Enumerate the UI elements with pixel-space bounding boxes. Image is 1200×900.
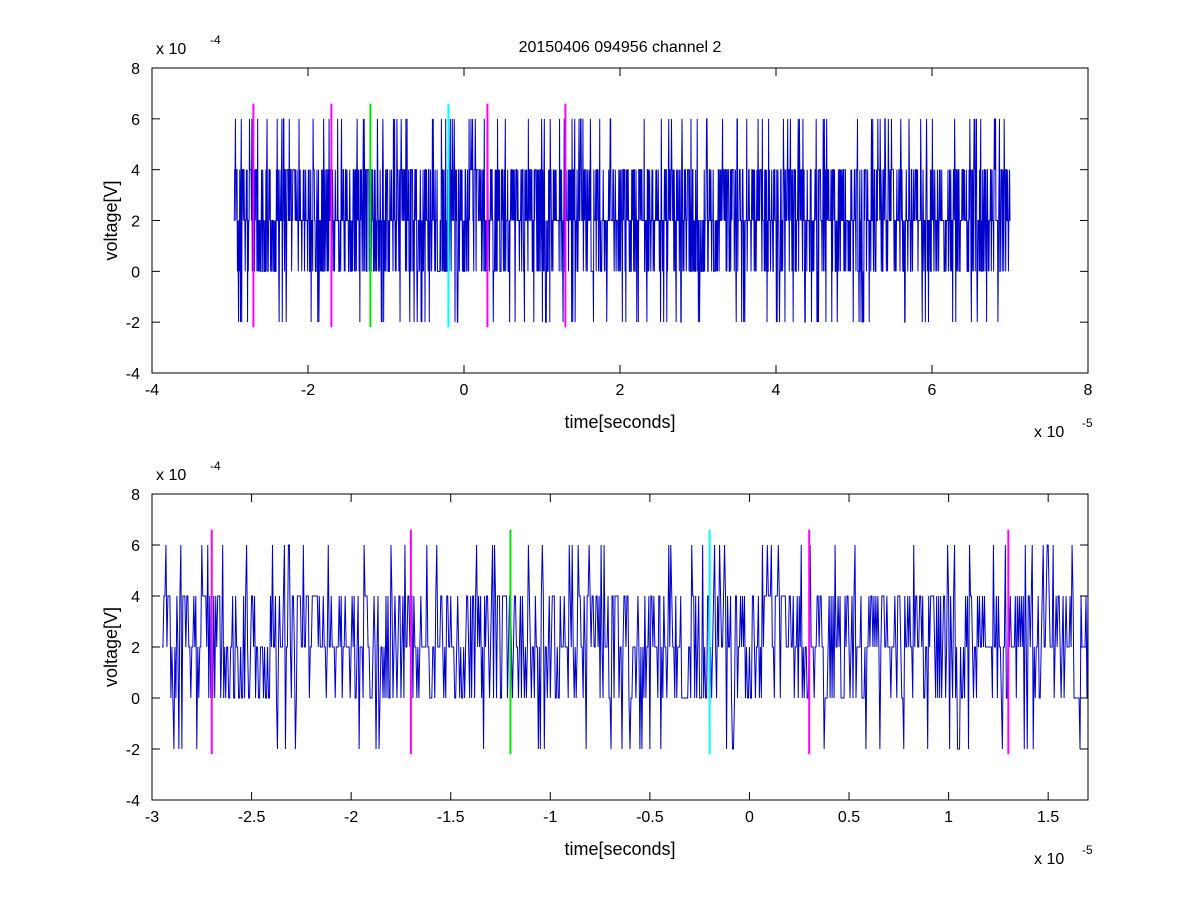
x-tick-label: -1 (543, 809, 557, 826)
x-tick-label: 0 (460, 382, 469, 399)
x-tick-label: -1.5 (437, 809, 465, 826)
x-tick-label: 6 (928, 382, 937, 399)
x-tick-label: -2.5 (238, 809, 266, 826)
y-tick-label: 8 (131, 487, 140, 504)
y-tick-label: -4 (126, 793, 140, 810)
x-tick-label: 2 (616, 382, 625, 399)
y-tick-label: 2 (131, 214, 140, 231)
y-tick-label: -2 (126, 742, 140, 759)
chart-panel-1: -4 -2 0 2 4 6 8 -4 -2 0 2 4 6 8 x 10 -4 x 10 -5 time[secon… (101, 33, 1093, 441)
x-tick-label: 0.5 (838, 809, 860, 826)
x-tick-label: 4 (772, 382, 781, 399)
y-tick-label: -4 (126, 366, 140, 383)
chart-title: 20150406 094956 channel 2 (519, 39, 722, 56)
x-tick-label: 8 (1084, 382, 1093, 399)
x-tick-label: -2 (344, 809, 358, 826)
x-tick-label: -2 (301, 382, 315, 399)
y-axis-label: voltage[V] (101, 607, 121, 687)
x-tick-label: 0 (745, 809, 754, 826)
y-tick-label: 0 (131, 264, 140, 281)
x-tick-label: -4 (145, 382, 159, 399)
chart-panel-2: -3 -2.5 -2 -1.5 -1 -0.5 0 0.5 1 1.5 -4 -2 0 2 4 6 8 x 10 -… (101, 459, 1093, 868)
y-exponent-power: -4 (210, 33, 221, 47)
y-exponent-power: -4 (210, 459, 221, 473)
y-tick-label: 4 (131, 163, 140, 180)
signal-series-line (161, 544, 1089, 750)
x-tick-label: -0.5 (636, 809, 664, 826)
y-exponent-label: x 10 (156, 467, 186, 484)
y-tick-label: 4 (131, 589, 140, 606)
signal-series-line (233, 118, 1011, 323)
x-axis-label: time[seconds] (564, 839, 675, 859)
x-axis-label: time[seconds] (564, 412, 675, 432)
y-tick-label: 6 (131, 112, 140, 129)
x-tick-label: -3 (145, 809, 159, 826)
y-tick-label: 0 (131, 691, 140, 708)
y-axis-label: voltage[V] (101, 180, 121, 260)
x-exponent-label: x 10 (1034, 851, 1064, 868)
y-exponent-label: x 10 (156, 41, 186, 58)
x-exponent-label: x 10 (1034, 424, 1064, 441)
x-exponent-power: -5 (1082, 843, 1093, 857)
y-tick-label: 2 (131, 640, 140, 657)
x-exponent-power: -5 (1082, 416, 1093, 430)
x-tick-label: 1.5 (1037, 809, 1059, 826)
y-tick-label: -2 (126, 315, 140, 332)
y-tick-label: 8 (131, 61, 140, 78)
x-tick-label: 1 (944, 809, 953, 826)
y-tick-label: 6 (131, 538, 140, 555)
